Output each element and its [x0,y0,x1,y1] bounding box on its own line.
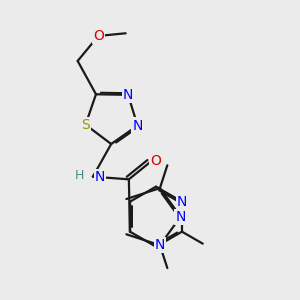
Text: N: N [155,238,165,252]
Text: N: N [123,88,133,102]
Text: H: H [75,169,84,182]
Text: N: N [132,118,143,133]
Text: N: N [177,195,187,209]
Text: O: O [150,154,161,168]
Text: S: S [81,118,90,132]
Text: N: N [95,170,105,184]
Text: N: N [176,210,186,224]
Text: O: O [93,29,104,43]
